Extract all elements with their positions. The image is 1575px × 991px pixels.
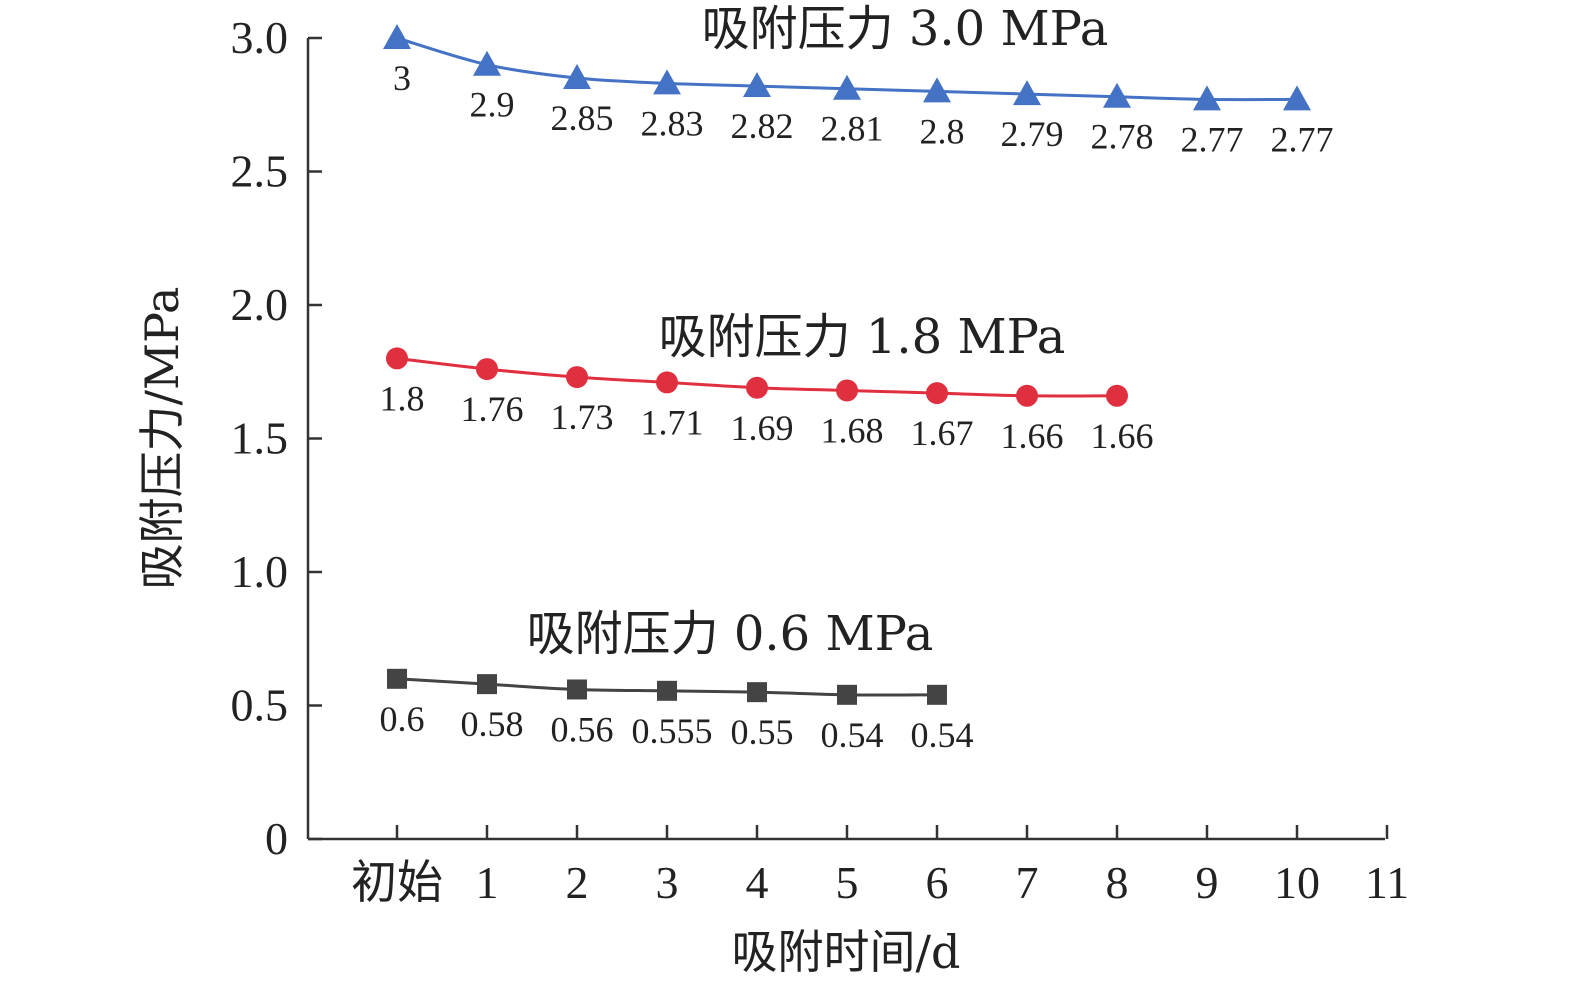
data-label: 0.54	[821, 715, 884, 755]
data-label: 0.55	[731, 712, 794, 752]
data-label: 2.83	[641, 103, 704, 143]
data-label: 1.69	[731, 408, 794, 448]
x-tick-label: 2	[566, 857, 589, 908]
data-point	[833, 74, 861, 100]
data-point	[923, 77, 951, 103]
data-point	[927, 684, 947, 705]
data-point	[836, 379, 858, 402]
data-point	[837, 684, 857, 705]
data-label: 1.68	[821, 410, 884, 450]
x-tick-label: 11	[1365, 857, 1409, 908]
data-point	[657, 680, 677, 701]
y-tick-label: 1.5	[231, 413, 289, 464]
data-point	[476, 358, 498, 381]
data-label: 0.6	[380, 699, 425, 739]
data-point	[563, 64, 591, 90]
x-tick-label: 6	[926, 857, 949, 908]
data-point	[1016, 384, 1038, 407]
data-label: 2.82	[731, 106, 794, 146]
data-label: 0.56	[551, 709, 614, 749]
y-tick-label: 2.5	[231, 146, 289, 197]
data-point	[743, 72, 771, 98]
data-label: 1.66	[1091, 416, 1154, 456]
data-label: 2.78	[1091, 117, 1154, 157]
data-label: 1.8	[380, 378, 425, 418]
data-label: 0.555	[632, 711, 713, 751]
data-point	[926, 382, 948, 405]
series-2: 吸附压力 1.8 MPa 1.8 1.76 1.73 1.71 1.69 1.68 1.67 1…	[380, 309, 1154, 456]
data-label: 2.79	[1001, 114, 1064, 154]
data-label: 1.66	[1001, 416, 1064, 456]
x-tick-label: 5	[836, 857, 859, 908]
data-point	[1106, 384, 1128, 407]
y-tick-label: 0	[265, 813, 288, 864]
y-ticks: 0 0.5 1.0 1.5 2.0 2.5 3.0	[231, 12, 322, 864]
series-label: 吸附压力 3.0 MPa	[702, 1, 1109, 57]
y-tick-label: 2.0	[231, 279, 289, 330]
y-tick-label: 0.5	[231, 680, 289, 731]
data-label: 0.54	[911, 715, 974, 755]
data-point	[1103, 82, 1131, 108]
x-ticks: 初始 1 2 3 4 5 6 7 8 9 10 11	[351, 825, 1409, 908]
data-label: 2.77	[1271, 119, 1334, 159]
data-point	[566, 366, 588, 389]
x-tick-label: 4	[746, 857, 769, 908]
x-tick-label: 初始	[351, 857, 443, 908]
data-point	[383, 24, 411, 49]
data-label: 2.9	[470, 85, 515, 125]
y-tick-label: 3.0	[231, 12, 289, 63]
data-label: 1.76	[461, 389, 524, 429]
data-label: 2.85	[551, 98, 614, 138]
series-group: 吸附压力 3.0 MPa 3 2.9 2.85 2.83 2.82 2.81 2.8 2.79 2…	[380, 1, 1334, 755]
series-3: 吸附压力 0.6 MPa 0.6 0.58 0.56 0.555 0.55 0.54 0.54	[380, 606, 974, 755]
data-label: 2.77	[1181, 119, 1244, 159]
series-1: 吸附压力 3.0 MPa 3 2.9 2.85 2.83 2.82 2.81 2.8 2.79 2…	[383, 1, 1334, 159]
data-label: 1.71	[641, 402, 704, 442]
x-tick-label: 3	[656, 857, 679, 908]
series-label: 吸附压力 0.6 MPa	[527, 606, 934, 662]
series-label: 吸附压力 1.8 MPa	[659, 309, 1066, 365]
x-tick-label: 10	[1274, 857, 1320, 908]
data-point	[386, 347, 408, 370]
data-label: 1.67	[911, 413, 974, 453]
y-tick-label: 1.0	[231, 546, 289, 597]
x-tick-label: 1	[476, 857, 499, 908]
data-point	[473, 50, 501, 76]
data-point	[1283, 85, 1311, 111]
data-label: 0.58	[461, 704, 524, 744]
data-point	[477, 674, 497, 695]
x-tick-label: 8	[1106, 857, 1129, 908]
y-axis-title: 吸附压力/MPa	[135, 287, 189, 590]
data-point	[656, 371, 678, 394]
data-label: 3	[393, 58, 411, 98]
data-label: 2.81	[821, 109, 884, 149]
data-point	[1013, 80, 1041, 106]
x-tick-label: 7	[1016, 857, 1039, 908]
x-tick-label: 9	[1196, 857, 1219, 908]
data-point	[387, 668, 407, 689]
data-point	[1193, 85, 1221, 111]
data-point	[747, 682, 767, 703]
x-axis-title: 吸附时间/d	[732, 925, 961, 979]
data-point	[653, 69, 681, 95]
data-point	[567, 679, 587, 700]
data-point	[746, 376, 768, 399]
data-label: 2.8	[920, 111, 965, 151]
data-label: 1.73	[551, 397, 614, 437]
